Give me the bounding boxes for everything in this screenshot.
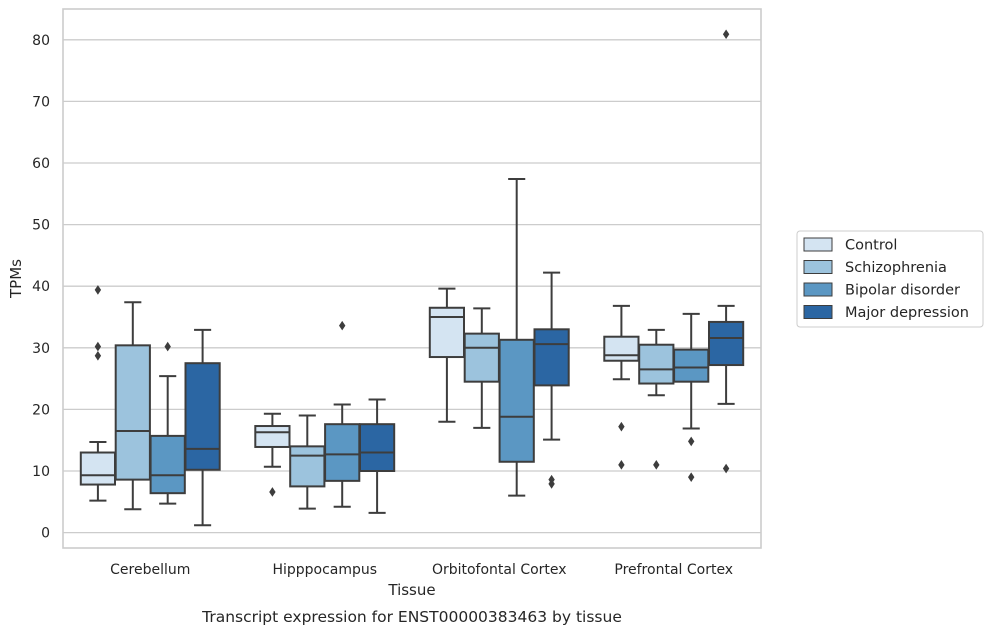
outlier-point [269,487,276,497]
iqr-box [114,344,151,481]
outlier-point [688,436,695,447]
iqr-box [603,335,640,362]
outlier-point [722,29,730,40]
box-bipolar-disorder [149,341,186,505]
y-tick-label: 60 [32,156,50,172]
outlier-point [618,421,625,432]
outlier-point [548,474,555,485]
outlier-point [164,341,171,352]
outlier-point [94,285,102,295]
iqr-box [289,445,326,488]
iqr-box [463,332,500,383]
box-schizophrenia [463,307,500,429]
box-control [79,285,117,502]
y-tick-label: 30 [32,341,50,357]
iqr-box [428,306,466,359]
legend-swatch [803,260,833,274]
x-tick-label: Hipppocampus [272,562,377,578]
legend-label: Schizophrenia [845,260,947,276]
iqr-box [533,328,570,387]
outlier-point [653,460,660,470]
iqr-box [707,320,745,367]
x-tick-label: Prefrontal Cortex [614,562,733,578]
y-axis-title: TPMs [7,259,25,299]
legend-swatch [803,282,833,297]
box-bipolar-disorder [498,178,535,497]
outlier-point [722,463,730,474]
box-control [603,304,640,470]
x-tick-label: Orbitofontal Cortex [432,562,567,578]
y-tick-label: 20 [32,402,50,418]
y-tick-label: 0 [41,526,50,542]
iqr-box [638,343,675,385]
box-series-group [79,29,745,527]
iqr-box [79,451,117,486]
x-tick-label: Cerebellum [110,562,190,578]
iqr-box [673,348,710,383]
box-control [254,412,291,497]
y-tick-label: 70 [32,94,50,110]
legend-swatch [803,237,833,252]
y-tick-label: 10 [32,464,50,480]
iqr-box [498,338,535,463]
legend-swatch [803,305,833,319]
legend-label: Major depression [845,305,969,321]
box-schizophrenia [289,414,326,510]
box-major-depression [358,398,396,514]
iqr-box [184,362,221,471]
x-tick-labels: Cerebellum Hipppocampus Orbitofontal Corte… [110,562,733,578]
y-tick-label: 40 [32,279,50,295]
outlier-point [339,320,346,331]
legend-label: Control [845,238,897,254]
outlier-point [688,472,695,482]
iqr-box [254,425,291,448]
box-bipolar-disorder [673,312,710,482]
outlier-point [618,460,625,470]
chart-caption: Transcript expression for ENST0000038346… [201,608,622,626]
legend: Control Schizophrenia Bipolar disorder Majo… [796,230,984,328]
legend-label: Bipolar disorder [845,283,960,299]
outlier-point [94,341,102,352]
box-bipolar-disorder [324,320,361,508]
box-major-depression [184,328,221,527]
plot-area-frame [62,8,762,549]
iqr-box [149,434,186,495]
iqr-box [358,423,396,472]
box-major-depression [533,271,570,489]
box-schizophrenia [638,328,675,470]
box-schizophrenia [114,301,151,511]
legend-frame [796,230,984,328]
y-tick-label: 80 [32,33,50,49]
x-axis-title: Tissue [387,581,435,599]
y-tick-labels: 0 10 20 30 40 50 60 70 80 [32,33,50,542]
outlier-point [94,351,102,361]
y-tick-label: 50 [32,218,50,234]
box-major-depression [707,29,745,474]
iqr-box [324,423,361,482]
box-control [428,287,466,423]
